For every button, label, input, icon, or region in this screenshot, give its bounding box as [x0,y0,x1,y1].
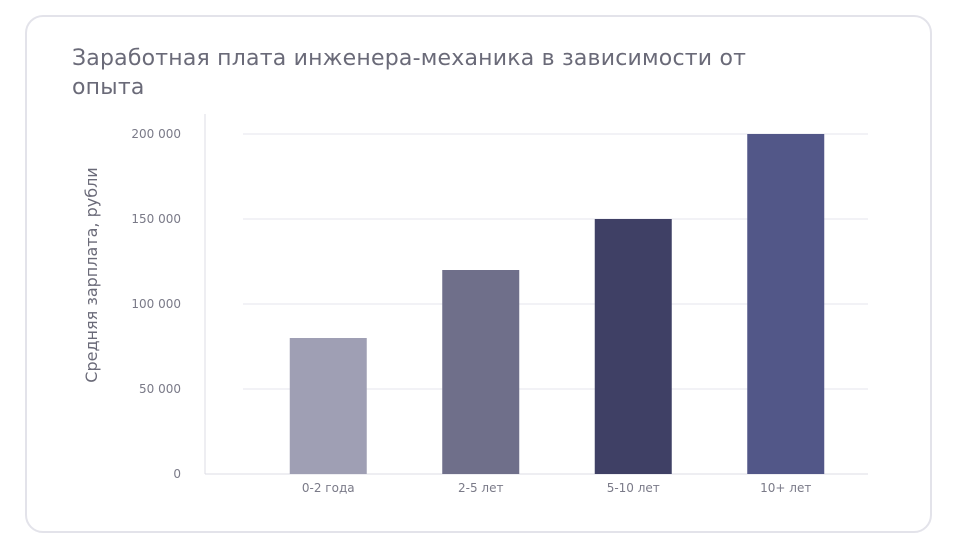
bar [747,134,825,474]
bar [594,219,672,474]
bar [289,338,367,474]
y-tick-label: 100 000 [131,297,181,311]
x-tick-label: 10+ лет [760,481,811,495]
x-tick-label: 5-10 лет [607,481,660,495]
chart-title: Заработная плата инженера-механика в зав… [72,46,747,100]
y-tick-label: 200 000 [131,127,181,141]
y-tick-label: 50 000 [139,382,181,396]
x-tick-label: 0-2 года [302,481,355,495]
y-tick-label: 150 000 [131,212,181,226]
y-axis-title: Средняя зарплата, рубли [82,167,101,382]
bar [442,270,520,474]
y-tick-label: 0 [173,467,181,481]
x-tick-label: 2-5 лет [458,481,503,495]
tick-labels: 0 50 000 100 000 150 000 200 000 0-2 года 2-5 … [131,127,811,495]
bars [289,134,825,474]
